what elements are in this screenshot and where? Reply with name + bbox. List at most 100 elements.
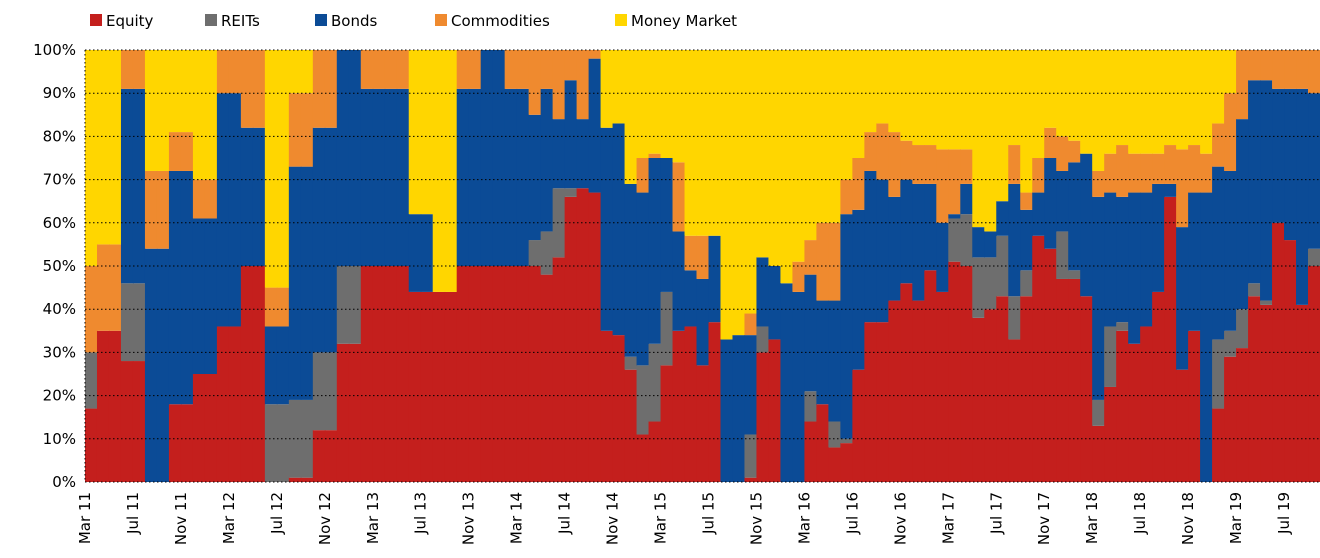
x-tick-label: Mar 17 [939, 492, 957, 544]
area-segment [1068, 162, 1081, 271]
area-segment [1116, 145, 1129, 197]
x-tick-label: Jul 15 [699, 492, 717, 535]
area-segment [828, 447, 841, 482]
area-segment [1008, 339, 1021, 482]
area-segment [1104, 386, 1117, 482]
area-segment [288, 477, 302, 482]
legend-swatch [205, 14, 217, 26]
area-segment [948, 50, 961, 150]
area-segment [672, 231, 686, 331]
area-segment [192, 218, 206, 374]
x-tick-label: Jul 13 [412, 492, 430, 535]
x-tick-label: Nov 16 [891, 492, 909, 545]
area-segment [648, 50, 662, 154]
area-segment [132, 50, 146, 89]
area-segment [1080, 153, 1093, 297]
area-segment [708, 235, 722, 323]
x-tick-label: Nov 18 [1179, 492, 1197, 545]
area-segment [960, 183, 973, 215]
area-segment [1176, 369, 1189, 482]
area-segment [1164, 196, 1177, 482]
area-segment [1140, 192, 1153, 327]
area-segment [1044, 248, 1057, 482]
area-segment [564, 50, 578, 81]
area-segment [1008, 145, 1021, 184]
area-segment [132, 283, 146, 362]
area-segment [588, 192, 602, 482]
area-segment [912, 50, 925, 146]
legend-swatch [315, 14, 327, 26]
area-segment [372, 50, 386, 89]
area-segment [1008, 50, 1021, 146]
area-segment [984, 50, 997, 232]
area-segment [648, 421, 662, 482]
area-segment [1032, 192, 1045, 236]
area-segment [1152, 183, 1165, 292]
area-segment [948, 214, 961, 219]
area-segment [1128, 50, 1141, 154]
area-segment [1044, 158, 1057, 249]
area-segment [636, 50, 650, 158]
area-segment [648, 343, 662, 422]
area-segment [1080, 50, 1093, 154]
area-segment [384, 50, 398, 89]
area-segment [900, 283, 913, 482]
area-segment [816, 404, 829, 482]
area-segment [960, 149, 973, 184]
area-segment [1224, 330, 1237, 357]
area-segment [1212, 339, 1225, 409]
area-segment [624, 50, 638, 184]
area-segment [85, 408, 98, 482]
area-segment [600, 50, 614, 128]
area-segment [288, 50, 302, 94]
area-segment [204, 179, 218, 219]
area-segment [612, 50, 626, 124]
area-segment [1308, 50, 1320, 94]
area-segment [792, 261, 806, 292]
area-segment [1020, 192, 1033, 210]
area-segment [1188, 192, 1201, 331]
area-segment [1128, 153, 1141, 193]
area-segment [564, 196, 578, 482]
area-segment [948, 149, 961, 215]
area-segment [804, 240, 818, 275]
area-segment [1116, 50, 1129, 146]
area-segment [516, 88, 530, 266]
area-segment [432, 50, 446, 292]
area-segment [876, 179, 889, 323]
area-segment [264, 50, 278, 288]
area-segment [408, 291, 422, 482]
area-segment [360, 266, 374, 482]
area-segment [840, 214, 853, 439]
area-segment [1176, 149, 1189, 228]
area-segment [744, 434, 758, 478]
y-tick-label: 40% [43, 300, 76, 318]
area-segment [708, 322, 722, 482]
area-segment [804, 391, 818, 422]
area-segment [192, 179, 206, 219]
area-segment [948, 218, 961, 262]
area-segment [156, 248, 170, 482]
y-tick-label: 60% [43, 214, 76, 232]
area-segment [360, 50, 374, 89]
area-segment [1164, 183, 1177, 197]
area-segment [600, 127, 614, 331]
area-segment [984, 231, 997, 258]
area-segment [156, 170, 170, 249]
x-tick-label: Jul 19 [1275, 492, 1293, 535]
area-segment [852, 158, 865, 210]
area-segment [372, 88, 386, 266]
area-segment [288, 93, 302, 167]
area-segment [120, 88, 134, 284]
area-segment [720, 50, 734, 340]
area-segment [888, 300, 901, 482]
area-segment [408, 214, 422, 292]
area-segment [420, 291, 434, 482]
area-segment [384, 266, 398, 482]
area-segment [756, 50, 770, 258]
area-segment [936, 291, 949, 482]
area-segment [168, 170, 182, 405]
area-segment [132, 361, 146, 482]
area-segment [876, 123, 889, 180]
area-segment [336, 50, 350, 266]
